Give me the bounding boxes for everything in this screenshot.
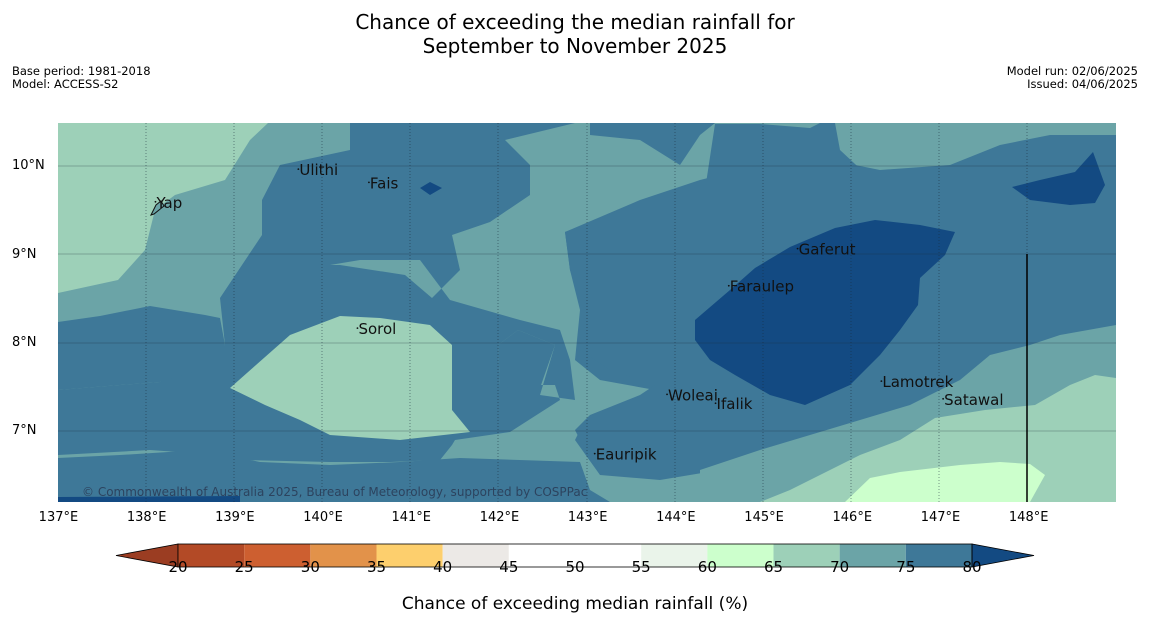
place-labels: Yap Ulithi Fais Gaferut Faraulep Sorol Lamotre… [154, 161, 1004, 464]
zone-80-85-faraulep [695, 220, 955, 405]
x-tick-label: 141°E [391, 510, 432, 525]
colorbar-tick-label: 75 [896, 558, 916, 576]
x-tick-label: 143°E [567, 510, 608, 525]
colorbar-tick-label: 65 [763, 558, 784, 576]
x-tick-label: 147°E [920, 510, 961, 525]
colorbar-segment [575, 544, 642, 567]
zone-80-85-south-strip [58, 496, 240, 502]
colorbar-segment [442, 544, 509, 567]
colorbar-tick-label: 35 [366, 558, 387, 576]
colorbar-outline [177, 543, 973, 568]
colorbar-tick-label: 45 [499, 558, 519, 576]
colorbar-tick-label: 70 [830, 558, 850, 576]
zone-80-85-fais-dot [420, 182, 442, 195]
place-label: Fais [370, 174, 399, 192]
colorbar-segment [707, 544, 774, 567]
meridian-lines [145, 123, 1028, 502]
place-marker [666, 393, 668, 396]
x-tick-label: 146°E [832, 510, 873, 525]
place-marker [727, 284, 730, 287]
y-tick-label: 9°N [12, 246, 37, 262]
zone-75-80-west [58, 306, 225, 390]
colorbar-title: Chance of exceeding median rainfall (%) [401, 594, 749, 614]
colorbar-tick-label: 20 [168, 558, 188, 576]
zone-80-85-northeast [1012, 152, 1105, 205]
colorbar-tick-label: 30 [300, 558, 320, 576]
zone-75-80-southwest [58, 450, 610, 502]
chart-title-line2: September to November 2025 [422, 34, 728, 58]
place-marker [796, 247, 799, 250]
colorbar [115, 543, 1035, 568]
x-tick-label: 148°E [1008, 510, 1049, 525]
place-label: Ulithi [299, 161, 338, 179]
x-tick-label: 145°E [744, 510, 784, 525]
colorbar-tick-label: 25 [234, 558, 254, 576]
place-marker [154, 200, 157, 203]
place-label: Yap [155, 194, 182, 212]
meta-right: Model run: 02/06/2025 Issued: 04/06/2025 [1007, 65, 1138, 91]
place-marker [356, 327, 359, 330]
colorbar-segment [310, 544, 377, 567]
colorbar-tick-label: 50 [565, 558, 585, 576]
x-tick-label: 142°E [479, 510, 520, 525]
issued-date: Issued: 04/06/2025 [1027, 77, 1138, 91]
y-tick-label: 8°N [12, 334, 37, 350]
place-label: Eauripik [596, 446, 657, 464]
base-period: Base period: 1981-2018 [12, 64, 151, 78]
zone-65-70-northwest [58, 123, 268, 293]
place-marker [297, 168, 300, 171]
model-name: Model: ACCESS-S2 [12, 77, 119, 91]
place-marker [368, 181, 370, 184]
y-tick-label: 7°N [12, 423, 37, 439]
colorbar-tick-label: 60 [697, 558, 717, 576]
model-run: Model run: 02/06/2025 [1006, 64, 1138, 78]
place-label: Ifalik [717, 395, 753, 413]
place-label: Woleai [668, 386, 718, 404]
place-marker [714, 402, 717, 405]
place-marker [593, 452, 596, 455]
x-tick-label: 137°E [38, 510, 79, 525]
zone-60-65-southeast [845, 462, 1045, 502]
colorbar-segment [905, 544, 972, 567]
colorbar-tick-label: 80 [962, 558, 982, 576]
colorbar-segment [508, 544, 575, 567]
zone-75-80-island-patch [498, 330, 555, 392]
colorbar-segment [178, 544, 245, 567]
place-label: Sorol [358, 320, 396, 338]
colorbar-segment [839, 544, 906, 567]
place-label: Gaferut [799, 241, 856, 259]
place-label: Satawal [944, 391, 1003, 409]
x-tick-label: 139°E [215, 510, 255, 525]
place-marker [880, 380, 883, 383]
place-marker [942, 397, 945, 400]
x-tick-label: 138°E [126, 510, 167, 525]
copyright-notice: © Commonwealth of Australia 2025, Bureau… [82, 485, 587, 499]
y-tick-label: 10°N [12, 158, 45, 174]
colorbar-segment [376, 544, 443, 567]
chart-title-line1: Chance of exceeding the median rainfall … [355, 10, 795, 34]
x-tick-label: 144°E [656, 510, 696, 525]
colorbar-tick-label: 55 [631, 558, 651, 576]
colorbar-segment [773, 544, 840, 567]
colorbar-segment [244, 544, 311, 567]
colorbar-tick-label: 40 [433, 558, 453, 576]
place-label: Faraulep [730, 278, 794, 296]
meta-left: Base period: 1981-2018 Model: ACCESS-S2 [12, 65, 151, 91]
colorbar-segment [641, 544, 708, 567]
place-label: Lamotrek [882, 373, 953, 391]
x-tick-label: 140°E [303, 510, 343, 525]
yap-island-outline [150, 200, 165, 216]
